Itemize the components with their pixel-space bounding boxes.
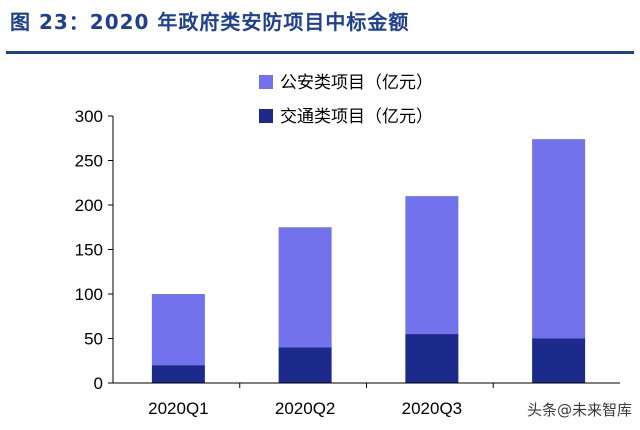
legend: 公安类项目（亿元） 交通类项目（亿元） bbox=[259, 73, 433, 127]
x-tick-label: 2020Q2 bbox=[275, 399, 336, 418]
bar-transportation-2020Q1 bbox=[151, 365, 205, 383]
y-tick-label: 300 bbox=[75, 107, 103, 126]
legend-swatch-public-security bbox=[259, 75, 273, 89]
legend-label-transportation: 交通类项目（亿元） bbox=[280, 107, 433, 127]
x-axis: 2020Q1 2020Q2 2020Q3 bbox=[113, 382, 620, 418]
title-rule bbox=[6, 51, 634, 54]
bar-public-security-2020Q1 bbox=[151, 294, 205, 366]
y-axis: 0 50 100 150 200 250 300 bbox=[75, 107, 114, 393]
bar-transportation-2020Q2 bbox=[278, 347, 332, 383]
legend-swatch-transportation bbox=[259, 109, 273, 123]
y-tick-label: 200 bbox=[75, 196, 103, 215]
bar-public-security-2020Q2 bbox=[278, 227, 332, 348]
bar-transportation-2020Q4 bbox=[532, 338, 586, 383]
legend-label-public-security: 公安类项目（亿元） bbox=[280, 73, 433, 93]
figure-title: 图 23：2020 年政府类安防项目中标金额 bbox=[10, 10, 410, 34]
bar-public-security-2020Q4 bbox=[532, 139, 586, 339]
y-tick-label: 50 bbox=[84, 330, 103, 349]
y-tick-label: 150 bbox=[75, 241, 103, 260]
y-tick-label: 0 bbox=[94, 374, 103, 393]
y-tick-label: 250 bbox=[75, 152, 103, 171]
x-tick-label: 2020Q3 bbox=[402, 399, 463, 418]
watermark: 头条@未来智库 bbox=[526, 401, 632, 419]
bars bbox=[151, 139, 586, 383]
bar-public-security-2020Q3 bbox=[405, 196, 459, 335]
bar-transportation-2020Q3 bbox=[405, 334, 459, 383]
y-tick-label: 100 bbox=[75, 285, 103, 304]
x-tick-label: 2020Q1 bbox=[148, 399, 209, 418]
